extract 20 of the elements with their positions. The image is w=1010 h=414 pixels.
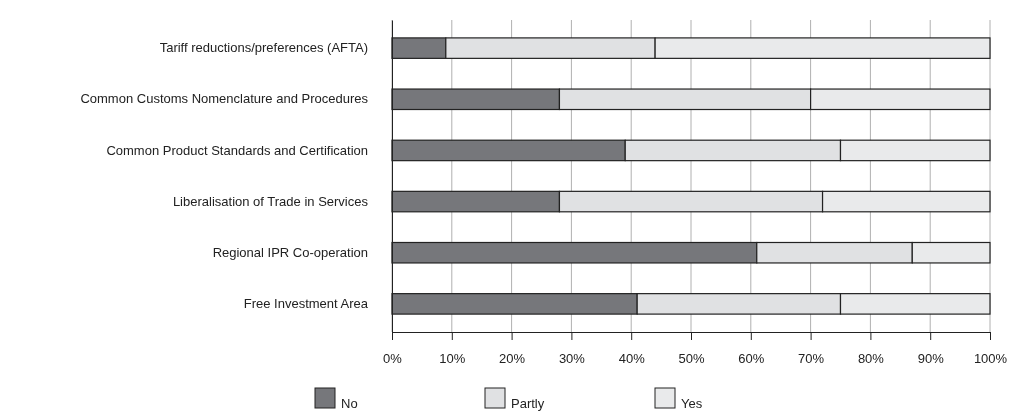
x-tick-label: 80% <box>857 351 885 367</box>
legend-label: Partly <box>511 396 545 411</box>
y-tick-label: Free Investment Area <box>243 296 369 312</box>
x-tick-label: 20% <box>499 351 526 367</box>
y-tick-label: Common Product Standards and Certification <box>106 142 368 158</box>
x-tick-label: 70% <box>798 351 825 367</box>
x-tick-label: 100% <box>973 351 1008 367</box>
x-tick-label: 50% <box>678 351 705 367</box>
x-tick-label: 90% <box>917 351 945 367</box>
x-tick-label: 60% <box>738 351 765 367</box>
x-tick-label: 40% <box>618 351 646 367</box>
y-tick-label: Regional IPR Co-operation <box>212 244 368 260</box>
x-tick-label: 30% <box>558 351 586 367</box>
x-tick-label: 0% <box>383 351 403 367</box>
y-tick-label: Liberalisation of Trade in Services <box>172 193 369 209</box>
y-tick-label: Common Customs Nomenclature and Procedures <box>80 91 369 107</box>
y-tick-label: Tariff reductions/preferences (AFTA) <box>159 40 368 56</box>
legend-label: Yes <box>681 396 703 411</box>
x-tick-label: 10% <box>439 351 466 367</box>
legend-label: No <box>341 396 358 411</box>
